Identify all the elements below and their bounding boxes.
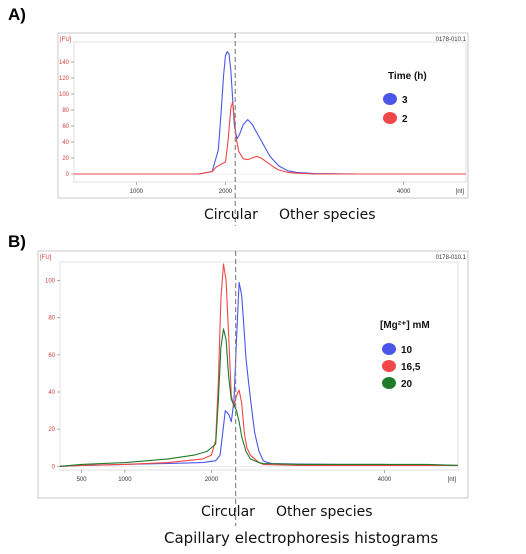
- panel-b-x-tick-label: 500: [77, 477, 88, 483]
- panel-b-x-tick-label: 1000: [118, 477, 132, 483]
- panel-b-plot-area: [59, 261, 459, 471]
- panel-a-y-tick-label: 120: [59, 76, 70, 82]
- panel-a-plot-area: [73, 41, 467, 183]
- panel-a-x-tick-label: 4000: [397, 189, 411, 195]
- panel-b-y-tick-label: 0: [52, 464, 56, 470]
- panel-a-legend-title: Time (h): [388, 71, 427, 82]
- panel-b-legend-label-1: 16,5: [401, 362, 421, 373]
- panel-a-series-0-line: [74, 51, 466, 175]
- panel-b-legend-marker-1: [382, 360, 396, 372]
- panel-a-y-tick-label: 40: [62, 140, 69, 146]
- panel-a-y-unit: [FU]: [60, 37, 72, 43]
- panel-a-run-id: 0178-010.1: [436, 37, 467, 43]
- panel-a-y-tick-label: 140: [59, 60, 70, 66]
- panel-a-series-1-line: [74, 101, 466, 175]
- panel-a-y-tick-label: 0: [66, 172, 70, 178]
- panel-a-y-tick-label: 60: [62, 124, 69, 130]
- panel-b-legend-marker-2: [382, 377, 396, 389]
- panel-a-legend-marker-1: [383, 112, 397, 124]
- panel-b-x-tick-label: 2000: [205, 477, 219, 483]
- panel-b-y-tick-label: 40: [48, 390, 55, 396]
- panel-a-y-tick-label: 80: [62, 108, 69, 114]
- panel-b-y-tick-label: 60: [48, 353, 55, 359]
- panel-b-x-tick-label: 4000: [378, 477, 392, 483]
- panel-a-legend-label-0: 3: [402, 95, 408, 106]
- panel-b-legend-label-0: 10: [401, 345, 413, 356]
- panel-b-y-tick-label: 80: [48, 316, 55, 322]
- panel-a-y-tick-label: 20: [62, 156, 69, 162]
- panel-a-legend-label-1: 2: [402, 114, 408, 125]
- panel-b-y-tick-label: 100: [45, 279, 56, 285]
- panel-b-series-2-line: [59, 328, 459, 467]
- panel-b-legend-marker-0: [382, 343, 396, 355]
- panel-a-other-species-label: Other species: [279, 207, 376, 223]
- panel-b-y-unit: [FU]: [40, 255, 52, 261]
- panel-a-frame: [57, 32, 469, 199]
- figure-caption: Capillary electrophoresis histograms: [164, 529, 439, 547]
- panel-b-legend-title: [Mg²⁺] mM: [380, 320, 430, 331]
- panel-b-circular-label: Circular: [201, 504, 255, 520]
- panel-a-y-tick-label: 100: [59, 92, 70, 98]
- panel-b-other-species-label: Other species: [276, 504, 373, 520]
- panel-a-legend-marker-0: [383, 93, 397, 105]
- panel-b-series-1-line: [59, 263, 458, 467]
- panel-b-frame: [37, 250, 469, 499]
- panel-a-x-tick-label: 1000: [130, 189, 144, 195]
- panel-b-y-tick-label: 20: [48, 427, 55, 433]
- panel-a-letter: A): [8, 5, 26, 24]
- panel-b-letter: B): [8, 232, 26, 251]
- panel-a-x-unit: [nt]: [456, 189, 465, 195]
- panel-b-legend-label-2: 20: [401, 379, 413, 390]
- panel-a-circular-label: Circular: [204, 207, 258, 223]
- panel-b-run-id: 0178-010.1: [436, 255, 467, 261]
- panel-a-x-tick-label: 2000: [219, 189, 233, 195]
- panel-b-x-unit: [nt]: [448, 477, 457, 483]
